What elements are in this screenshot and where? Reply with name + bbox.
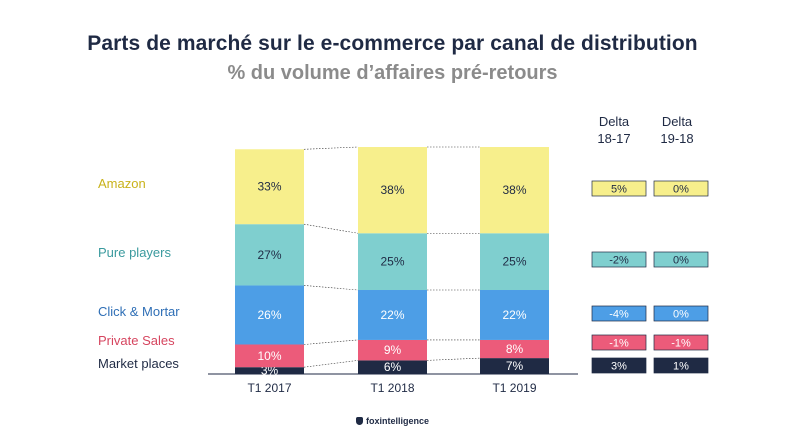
data-label: 38% bbox=[380, 183, 404, 197]
bar-segment-amazon-2 bbox=[480, 147, 549, 234]
x-tick-label: T1 2019 bbox=[492, 381, 536, 395]
connector-line bbox=[303, 339, 359, 345]
bar-segment-market-places-0 bbox=[235, 367, 304, 374]
legend-label: Click & Mortar bbox=[98, 304, 180, 319]
data-label: 27% bbox=[257, 248, 281, 262]
legend-label: Pure players bbox=[98, 245, 171, 260]
delta-header-18-17: Delta 18-17 bbox=[597, 114, 631, 146]
connector-line bbox=[303, 285, 359, 291]
delta-box bbox=[591, 305, 647, 322]
delta-box bbox=[591, 251, 647, 268]
data-label: 22% bbox=[380, 308, 404, 322]
delta-value: -1% bbox=[671, 338, 691, 350]
x-tick-label: T1 2017 bbox=[247, 381, 291, 395]
bar-segment-click-mortar-1 bbox=[358, 290, 427, 340]
bar-segment-private-sales-1 bbox=[358, 339, 427, 361]
bar-segment-amazon-0 bbox=[235, 149, 304, 225]
delta-value: -2% bbox=[609, 255, 629, 267]
bar-segment-pure-players-0 bbox=[235, 224, 304, 286]
data-label: 22% bbox=[502, 308, 526, 322]
bar-segment-pure-players-1 bbox=[358, 233, 427, 291]
delta-header-19-18: Delta 19-18 bbox=[660, 114, 694, 146]
delta-box bbox=[653, 305, 709, 322]
bar-segment-market-places-1 bbox=[358, 360, 427, 374]
delta-box bbox=[591, 357, 647, 374]
connector-line bbox=[303, 360, 359, 368]
data-label: 10% bbox=[257, 349, 281, 363]
data-label: 25% bbox=[380, 255, 404, 269]
fox-icon bbox=[355, 417, 363, 425]
delta-value: 0% bbox=[673, 309, 689, 321]
connector-line bbox=[426, 357, 481, 361]
bar-segment-click-mortar-2 bbox=[480, 290, 549, 340]
data-label: 38% bbox=[502, 183, 526, 197]
bar-segment-private-sales-0 bbox=[235, 344, 304, 368]
brand-name: foxintelligence bbox=[365, 416, 429, 426]
x-tick-label: T1 2018 bbox=[370, 381, 414, 395]
data-label: 7% bbox=[506, 359, 524, 373]
connector-line bbox=[303, 223, 359, 234]
chart-subtitle: % du volume d’affaires pré-retours bbox=[227, 62, 558, 84]
delta-value: 1% bbox=[673, 361, 689, 373]
data-label: 8% bbox=[506, 342, 524, 356]
data-label: 9% bbox=[384, 343, 402, 357]
bar-segment-pure-players-2 bbox=[480, 233, 549, 291]
bar-segment-private-sales-2 bbox=[480, 339, 549, 359]
delta-value: -1% bbox=[609, 338, 629, 350]
delta-box bbox=[653, 180, 709, 197]
bar-segment-click-mortar-0 bbox=[235, 285, 304, 345]
connector-line bbox=[303, 146, 359, 150]
data-label: 6% bbox=[384, 360, 402, 374]
delta-value: 3% bbox=[611, 361, 627, 373]
bar-segment-market-places-2 bbox=[480, 358, 549, 374]
delta-box bbox=[591, 180, 647, 197]
brand-logo: foxintelligence bbox=[0, 416, 785, 426]
data-label: 33% bbox=[257, 180, 281, 194]
legend-label: Private Sales bbox=[98, 333, 175, 348]
delta-box bbox=[653, 357, 709, 374]
legend-label: Market places bbox=[98, 356, 179, 371]
data-label: 25% bbox=[502, 255, 526, 269]
delta-box bbox=[653, 334, 709, 351]
delta-box bbox=[591, 334, 647, 351]
delta-value: -4% bbox=[609, 309, 629, 321]
chart-title: Parts de marché sur le e-commerce par ca… bbox=[87, 32, 698, 55]
delta-box bbox=[653, 251, 709, 268]
delta-value: 0% bbox=[673, 184, 689, 196]
bar-segment-amazon-1 bbox=[358, 147, 427, 234]
legend-label: Amazon bbox=[98, 176, 146, 191]
delta-value: 5% bbox=[611, 184, 627, 196]
data-label: 26% bbox=[257, 308, 281, 322]
delta-value: 0% bbox=[673, 255, 689, 267]
